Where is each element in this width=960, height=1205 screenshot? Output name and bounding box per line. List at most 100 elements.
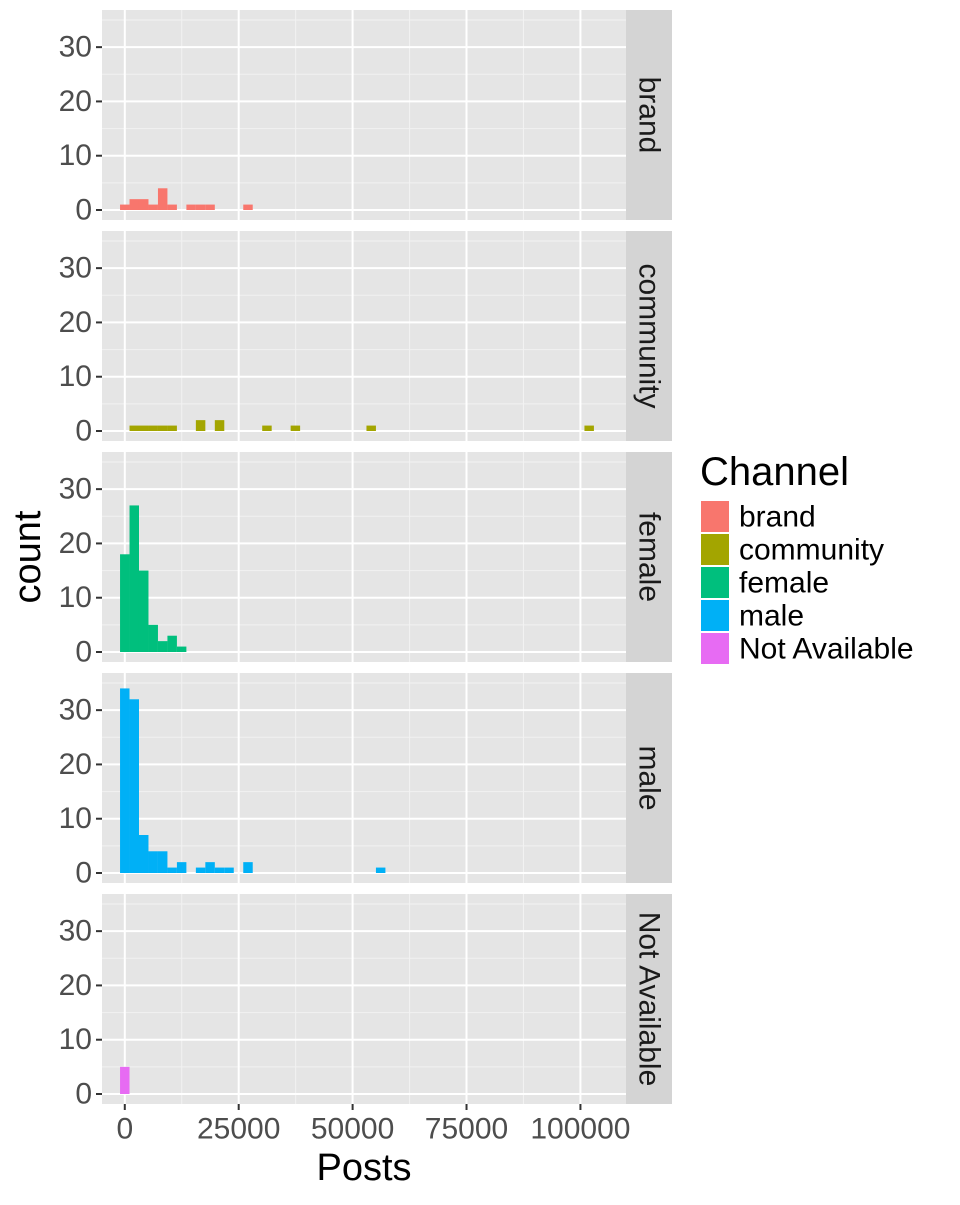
- histogram-bar: [195, 204, 206, 210]
- y-tick-label: 30: [59, 473, 92, 506]
- y-tick-label: 20: [59, 527, 92, 560]
- x-tick-label: 75000: [425, 1113, 508, 1146]
- x-tick-label: 25000: [197, 1113, 280, 1146]
- histogram-bar: [120, 204, 130, 210]
- y-tick-label: 20: [59, 969, 92, 1002]
- y-tick-label: 10: [59, 802, 92, 835]
- facet-strip-label: male: [633, 745, 666, 810]
- y-tick-label: 0: [75, 1078, 92, 1111]
- x-tick-label: 100000: [530, 1113, 630, 1146]
- legend-entry-label: female: [739, 567, 829, 600]
- histogram-bar: [120, 1066, 130, 1094]
- histogram-bar: [186, 204, 196, 210]
- histogram-bar: [157, 641, 168, 652]
- facet-panel-community: community 0 10 20 30: [59, 231, 672, 448]
- y-tick-label: 30: [59, 252, 92, 285]
- histogram-bar: [129, 699, 139, 873]
- facet-strip-label: Not Available: [633, 912, 666, 1087]
- facet-strip: [626, 231, 672, 441]
- y-tick-label: 30: [59, 915, 92, 948]
- histogram-bar: [157, 425, 168, 431]
- facet-panel-female: female 0 10 20 30: [59, 452, 672, 669]
- legend-key-swatch: [701, 633, 729, 664]
- facet-strip-label: brand: [633, 77, 666, 154]
- histogram-bar: [205, 862, 215, 873]
- y-tick-label: 10: [59, 1023, 92, 1056]
- y-tick-label: 10: [59, 139, 92, 172]
- panel-background: [102, 10, 626, 220]
- legend-entry-label: community: [739, 534, 884, 567]
- y-tick-label: 20: [59, 748, 92, 781]
- histogram-bar: [290, 425, 301, 431]
- y-tick-label: 30: [59, 31, 92, 64]
- histogram-bar: [167, 635, 177, 652]
- histogram-bar: [214, 420, 225, 431]
- histogram-bar: [148, 204, 158, 210]
- histogram-bar: [138, 835, 149, 873]
- histogram-bar: [205, 204, 215, 210]
- facet-panel-male: male 0 10 20 30: [59, 673, 672, 890]
- panel-background: [102, 231, 626, 441]
- panel-background: [102, 894, 626, 1104]
- histogram-bar: [214, 867, 225, 873]
- histogram-bar: [148, 425, 158, 431]
- histogram-bar: [120, 688, 130, 873]
- y-axis-title: count: [7, 510, 49, 603]
- y-tick-label: 10: [59, 581, 92, 614]
- histogram-bar: [157, 851, 168, 873]
- y-tick-label: 30: [59, 694, 92, 727]
- histogram-bar: [138, 425, 149, 431]
- y-tick-label: 20: [59, 85, 92, 118]
- histogram-bar: [138, 570, 149, 652]
- x-tick-label: 0: [116, 1113, 133, 1146]
- facet-strip: [626, 894, 672, 1104]
- histogram-bar: [138, 199, 149, 210]
- legend-key-swatch: [701, 534, 729, 565]
- histogram-bar: [366, 425, 376, 431]
- histogram-bar: [262, 425, 272, 431]
- y-tick-label: 0: [75, 857, 92, 890]
- histogram-bar: [243, 862, 253, 873]
- facet-panel-brand: brand 0 10 20 30: [59, 10, 672, 227]
- histogram-bar: [195, 420, 206, 431]
- histogram-bar: [148, 851, 158, 873]
- legend-key-swatch: [701, 501, 729, 532]
- histogram-bar: [157, 188, 168, 210]
- histogram-bar: [224, 867, 234, 873]
- histogram-bar: [129, 425, 139, 431]
- x-tick-label: 50000: [311, 1113, 394, 1146]
- histogram-bar: [167, 425, 177, 431]
- facet-panel-not-available: Not Available 0 10 20 30: [59, 894, 672, 1111]
- histogram-bar: [120, 554, 130, 652]
- histogram-bar: [129, 199, 139, 210]
- histogram-bar: [243, 204, 253, 210]
- legend-title: Channel: [700, 450, 849, 494]
- facet-strip-label: female: [633, 512, 666, 602]
- legend-entry-label: male: [739, 600, 804, 633]
- facet-strip: [626, 673, 672, 883]
- x-axis-title: Posts: [316, 1147, 411, 1189]
- y-tick-label: 0: [75, 636, 92, 669]
- facet-strip: [626, 452, 672, 662]
- histogram-bar: [176, 646, 187, 652]
- y-tick-label: 10: [59, 360, 92, 393]
- histogram-bar: [375, 867, 386, 873]
- facet-strip: [626, 10, 672, 220]
- histogram-bar: [195, 867, 206, 873]
- histogram-bar: [167, 204, 177, 210]
- legend-entry-label: brand: [739, 501, 816, 534]
- y-tick-label: 20: [59, 306, 92, 339]
- histogram-bar: [584, 425, 594, 431]
- legend-key-swatch: [701, 567, 729, 598]
- facet-strip-label: community: [633, 263, 666, 408]
- histogram-bar: [176, 862, 187, 873]
- legend-entry-label: Not Available: [739, 633, 914, 666]
- y-tick-label: 0: [75, 194, 92, 227]
- panel-background: [102, 673, 626, 883]
- histogram-bar: [148, 624, 158, 652]
- legend-key-swatch: [701, 600, 729, 631]
- histogram-bar: [167, 867, 177, 873]
